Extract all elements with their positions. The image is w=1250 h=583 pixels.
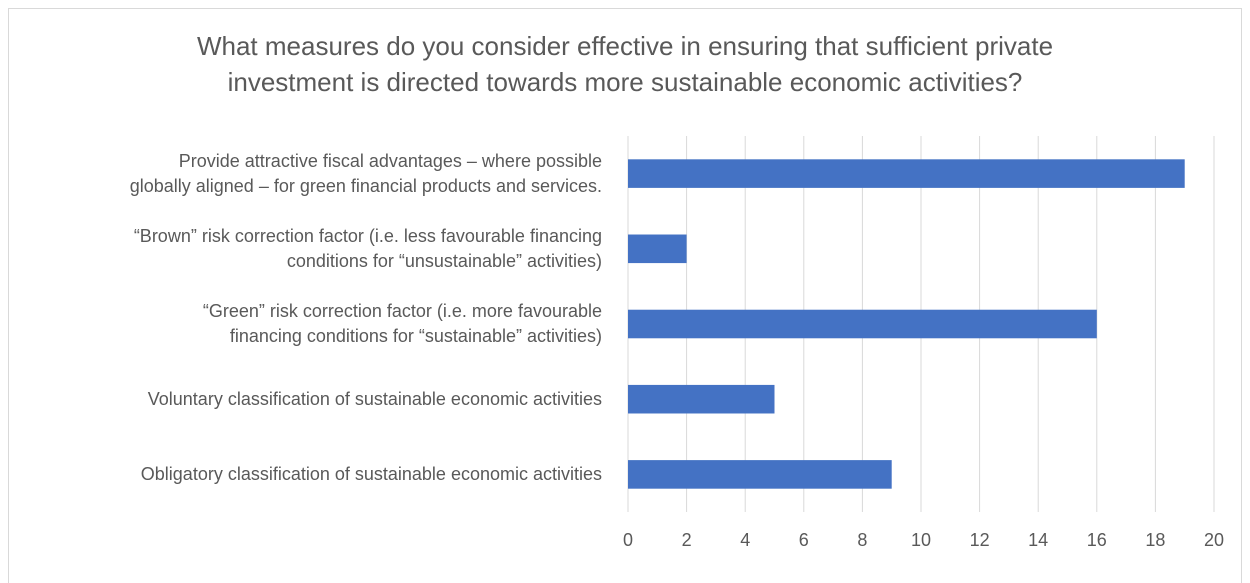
category-label-line: “Brown” risk correction factor (i.e. les… <box>133 225 602 246</box>
category-label-3: “Green” risk correction factor (i.e. mor… <box>2 299 602 349</box>
x-tick-label: 20 <box>1204 530 1224 550</box>
x-tick-label: 2 <box>682 530 692 550</box>
category-label-2: “Brown” risk correction factor (i.e. les… <box>2 224 602 274</box>
chart-area <box>8 8 1242 583</box>
category-label-line: Provide attractive fiscal advantages – w… <box>178 150 602 171</box>
category-label-line: globally aligned – for green financial p… <box>129 175 602 196</box>
bar-5 <box>628 460 892 489</box>
category-label-line: conditions for “unsustainable” activitie… <box>286 250 602 271</box>
x-tick-label: 18 <box>1145 530 1165 550</box>
x-tick-label: 16 <box>1087 530 1107 550</box>
category-label-line: “Green” risk correction factor (i.e. mor… <box>202 301 602 321</box>
category-label-line: Voluntary classification of sustainable … <box>147 388 602 409</box>
category-label-line: Obligatory classification of sustainable… <box>140 463 602 484</box>
x-axis-tick-labels: 0 2 4 6 8 10 12 14 16 18 20 <box>623 530 1224 550</box>
x-tick-label: 0 <box>623 530 633 550</box>
x-tick-label: 8 <box>857 530 867 550</box>
category-label-5: Obligatory classification of sustainable… <box>2 462 602 487</box>
category-label-4: Voluntary classification of sustainable … <box>2 387 602 412</box>
category-label-1: Provide attractive fiscal advantages – w… <box>2 149 602 199</box>
x-tick-label: 6 <box>799 530 809 550</box>
x-tick-label: 10 <box>911 530 931 550</box>
chart-title-line-1: What measures do you consider effective … <box>196 31 1054 61</box>
bar-2 <box>628 234 687 264</box>
bar-3 <box>628 309 1097 339</box>
x-tick-label: 4 <box>740 530 750 550</box>
category-label-line: financing conditions for “sustainable” a… <box>229 326 602 346</box>
bar-1 <box>628 159 1185 188</box>
chart-title-line-2: investment is directed towards more sust… <box>227 67 1023 97</box>
bars <box>628 159 1185 489</box>
x-tick-label: 14 <box>1028 530 1048 550</box>
chart-title: What measures do you consider effective … <box>0 28 1250 100</box>
x-tick-label: 12 <box>970 530 990 550</box>
bar-4 <box>628 384 775 414</box>
